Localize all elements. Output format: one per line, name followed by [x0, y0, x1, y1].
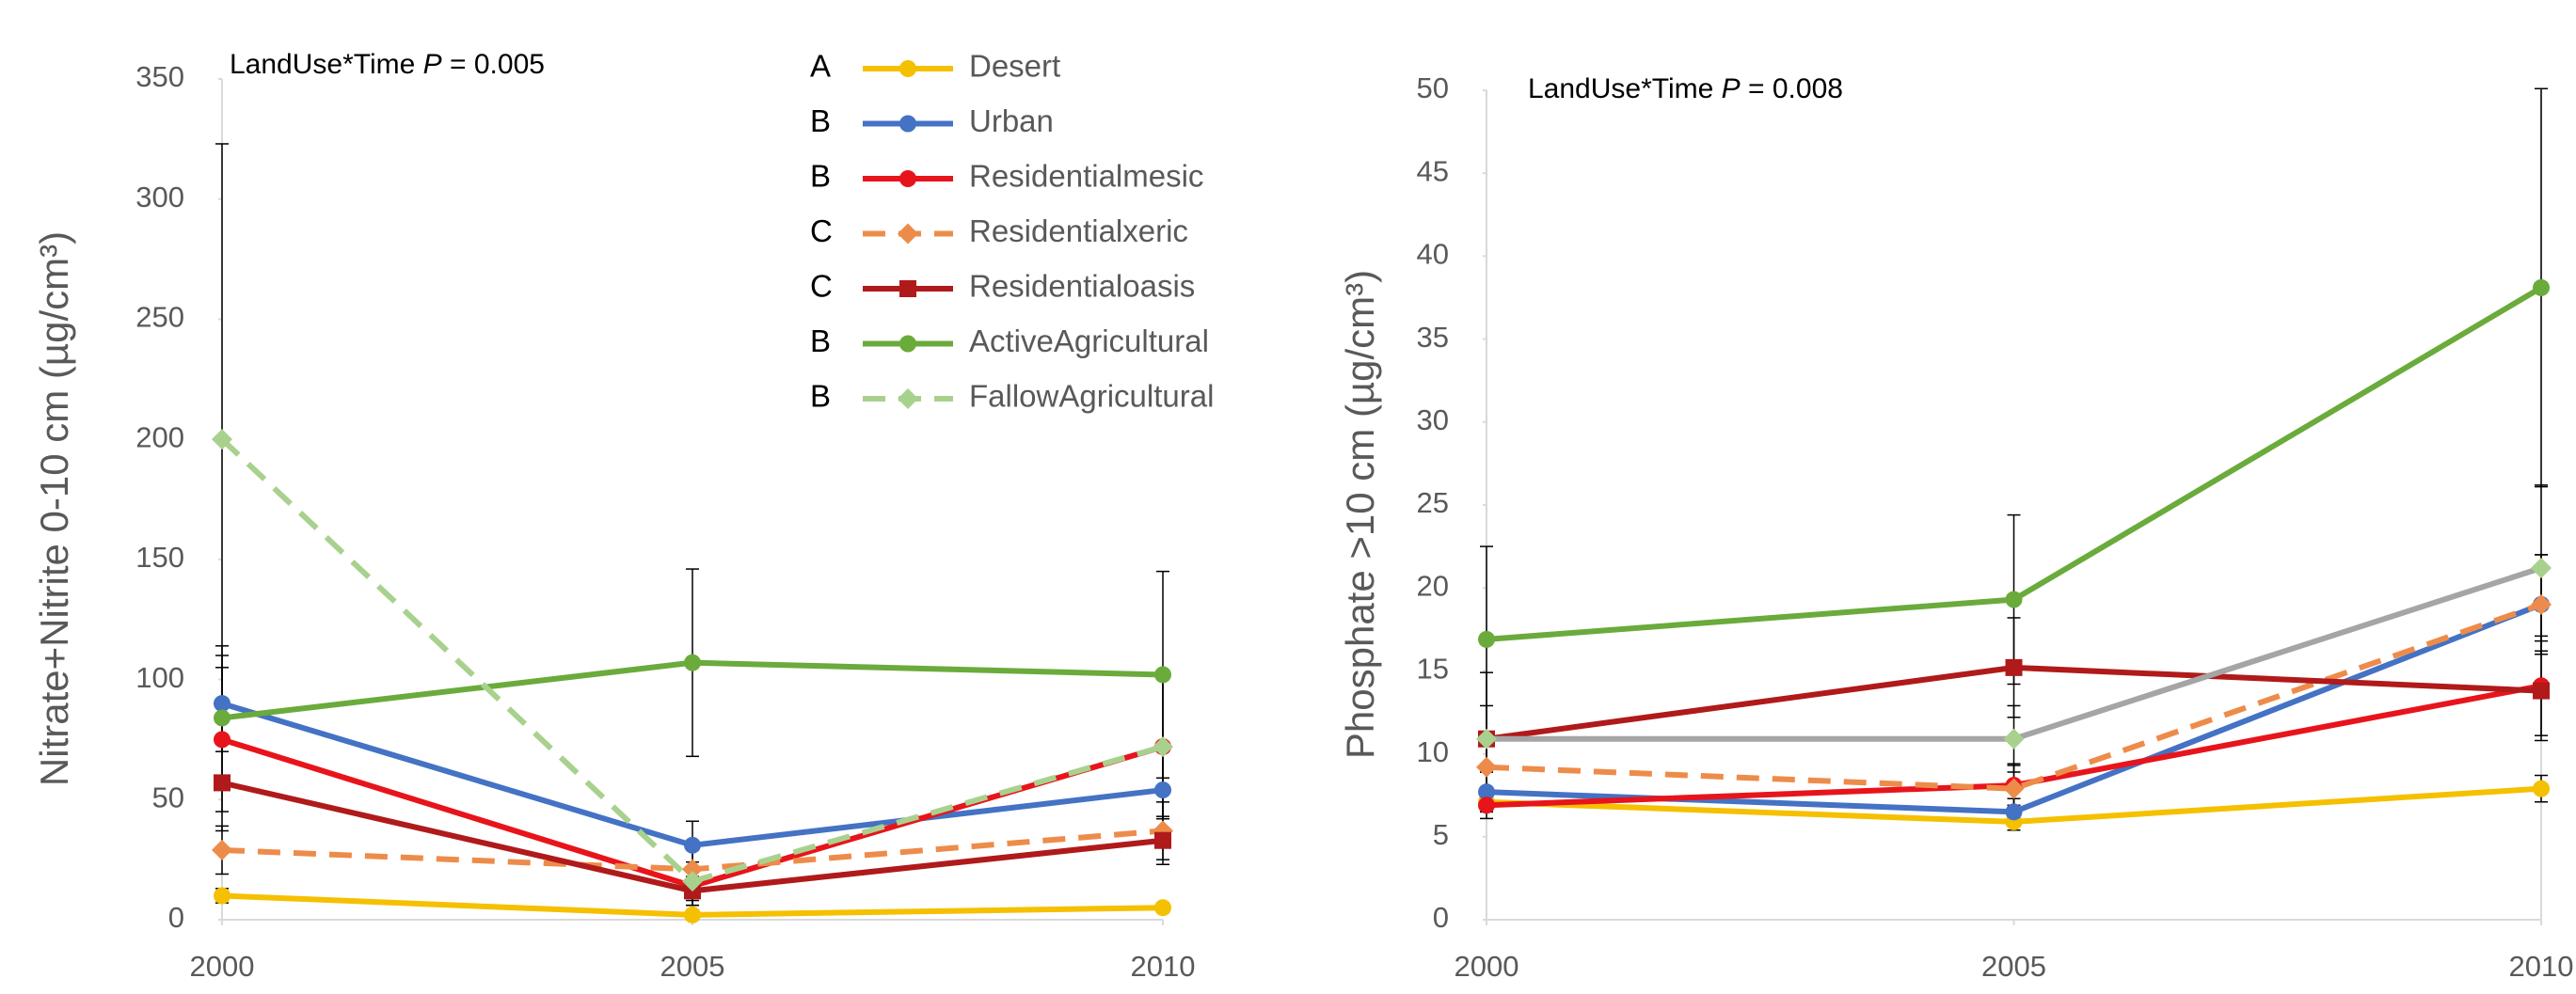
y-tick-label: 30: [1417, 403, 1449, 436]
marker: [684, 654, 701, 671]
marker: [2003, 778, 2025, 799]
y-tick-label: 20: [1417, 569, 1449, 602]
x-tick-label: 2010: [1131, 950, 1196, 983]
marker: [684, 836, 701, 854]
x-tick-label: 2000: [190, 950, 255, 983]
annotation: LandUse*Time P = 0.008: [1528, 73, 1843, 104]
annotation-text: LandUse*Time: [1528, 73, 1722, 104]
legend-marker: [899, 170, 916, 187]
annotation-text: = 0.005: [442, 49, 545, 80]
marker: [1154, 899, 1171, 917]
y-tick-label: 25: [1417, 486, 1449, 519]
legend-marker: [898, 388, 918, 409]
marker: [214, 731, 231, 749]
legend-label: Residentialoasis: [969, 269, 1195, 304]
annotation-text: = 0.008: [1741, 73, 1843, 104]
legend-label: Residentialxeric: [969, 213, 1188, 248]
y-tick-label: 100: [135, 661, 184, 694]
legend-group: B: [810, 323, 831, 358]
legend-label: Urban: [969, 103, 1054, 138]
legend-marker: [898, 223, 918, 245]
y-tick-label: 150: [135, 541, 184, 574]
marker: [1153, 736, 1173, 758]
marker: [682, 871, 703, 892]
marker: [214, 887, 231, 905]
legend-marker: [899, 115, 916, 133]
legend-group: B: [810, 379, 831, 414]
marker: [2533, 278, 2550, 296]
legend-marker: [899, 60, 916, 77]
x-tick-label: 2005: [1981, 950, 2046, 983]
legend-group: B: [810, 103, 831, 138]
legend-group: C: [810, 269, 833, 304]
annotation: LandUse*Time P = 0.005: [230, 49, 545, 80]
marker: [1478, 630, 1495, 648]
y-tick-label: 50: [152, 781, 184, 813]
legend-label: Residentialmesic: [969, 159, 1203, 194]
marker: [2531, 558, 2552, 579]
marker: [214, 774, 231, 792]
legend-label: Desert: [969, 49, 1060, 84]
y-tick-label: 15: [1417, 653, 1449, 686]
y-tick-label: 250: [135, 301, 184, 334]
y-axis-title: Nitrate+Nitrite 0-10 cm (µg/cm³): [32, 231, 76, 786]
legend-label: ActiveAgricultural: [969, 323, 1209, 358]
marker: [214, 695, 231, 713]
x-tick-label: 2000: [1455, 950, 1519, 983]
marker: [1478, 797, 1495, 814]
marker: [1154, 831, 1171, 849]
legend-marker: [899, 335, 916, 353]
marker: [212, 429, 232, 450]
y-tick-label: 35: [1417, 321, 1449, 354]
marker: [1154, 666, 1171, 684]
y-axis-title: Phosphate >10 cm (µg/cm³): [1338, 270, 1382, 759]
marker: [2005, 591, 2023, 608]
marker: [2005, 803, 2023, 821]
y-tick-label: 0: [1433, 901, 1449, 934]
marker: [1478, 783, 1495, 801]
marker: [2005, 658, 2023, 676]
annotation-p: P: [1722, 73, 1741, 104]
y-tick-label: 10: [1417, 735, 1449, 768]
y-tick-label: 300: [135, 181, 184, 213]
marker: [2003, 728, 2025, 749]
marker: [212, 839, 232, 860]
y-tick-label: 5: [1433, 818, 1449, 851]
y-tick-label: 0: [168, 901, 184, 934]
x-tick-label: 2010: [2509, 950, 2574, 983]
marker: [682, 859, 703, 880]
series-line: [1486, 602, 2542, 792]
legend-group: A: [810, 49, 831, 84]
x-tick-label: 2005: [660, 950, 725, 983]
marker: [2533, 682, 2550, 700]
y-tick-label: 50: [1417, 71, 1449, 104]
annotation-text: LandUse*Time: [230, 49, 423, 80]
marker: [214, 709, 231, 727]
marker: [1476, 728, 1497, 749]
legend-marker: [899, 280, 916, 297]
y-tick-label: 350: [135, 60, 184, 93]
annotation-p: P: [423, 49, 442, 80]
marker: [2531, 593, 2552, 615]
legend-label: FallowAgricultural: [969, 379, 1214, 414]
marker: [1154, 781, 1171, 799]
marker: [2533, 780, 2550, 797]
marker: [1476, 756, 1497, 778]
legend-group: B: [810, 159, 831, 194]
y-tick-label: 200: [135, 420, 184, 453]
y-tick-label: 40: [1417, 238, 1449, 271]
marker: [684, 906, 701, 923]
legend-group: C: [810, 213, 833, 248]
y-tick-label: 45: [1417, 154, 1449, 187]
